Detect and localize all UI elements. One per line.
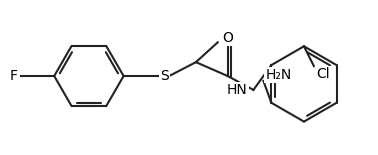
- Text: S: S: [160, 69, 169, 83]
- Text: H₂N: H₂N: [265, 68, 292, 82]
- Text: Cl: Cl: [316, 67, 330, 81]
- Text: F: F: [9, 69, 18, 83]
- Text: O: O: [222, 31, 233, 45]
- Text: HN: HN: [227, 83, 248, 97]
